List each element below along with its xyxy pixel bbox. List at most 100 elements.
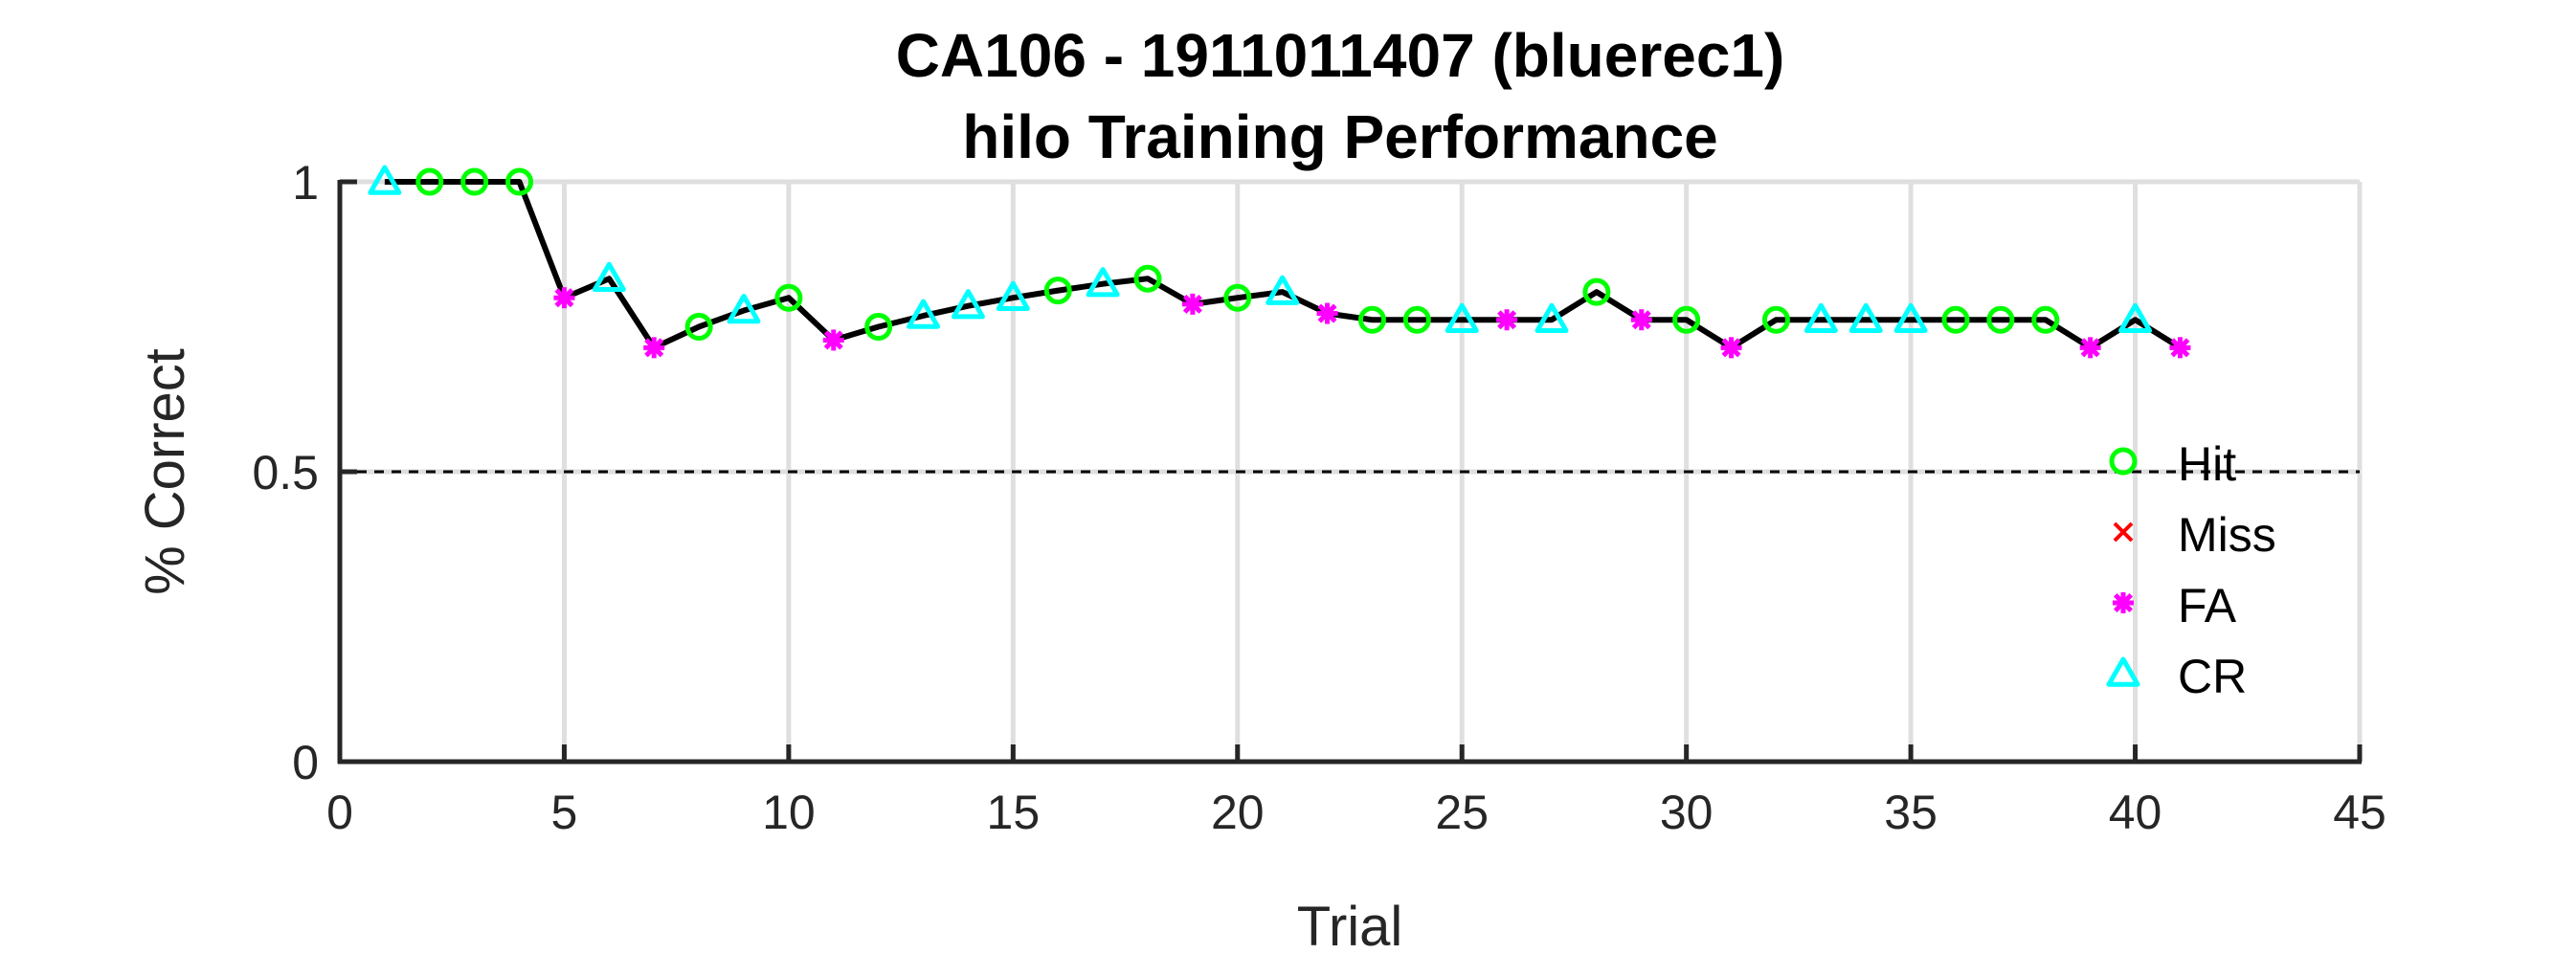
data-point-fa bbox=[822, 329, 844, 351]
fa-marker-stroke bbox=[2113, 592, 2134, 613]
legend-marker-cr bbox=[2106, 656, 2140, 687]
y-axis-label: % Correct bbox=[134, 348, 196, 595]
data-point-cr bbox=[1445, 302, 1479, 333]
data-point-hit bbox=[2031, 305, 2060, 334]
x-axis-label: Trial bbox=[1297, 896, 1403, 954]
plot-area: 0 5 10 15 20 25 30 35 40 45 00.51 bbox=[252, 156, 2386, 839]
legend-label-cr: CR bbox=[2178, 650, 2247, 703]
cr-marker-shape bbox=[1534, 302, 1569, 333]
data-point-hit bbox=[1941, 305, 1970, 334]
data-point-fa bbox=[1496, 309, 1518, 331]
cr-marker-shape bbox=[951, 289, 985, 320]
performance-line bbox=[384, 179, 2183, 351]
data-point-cr bbox=[1893, 302, 1928, 333]
hit-marker-shape bbox=[684, 313, 713, 341]
data-point-cr bbox=[1848, 302, 1883, 333]
fa-marker-stroke bbox=[644, 338, 664, 358]
hit-marker-shape bbox=[1223, 283, 1252, 312]
cr-marker-shape bbox=[1266, 275, 1300, 305]
data-point-fa bbox=[2079, 337, 2101, 359]
data-point-hit bbox=[1357, 305, 1386, 334]
x-tick-label: 10 bbox=[762, 786, 816, 839]
fa-marker-stroke bbox=[1721, 338, 1741, 358]
data-point-hit bbox=[1672, 305, 1701, 334]
data-point-cr bbox=[368, 165, 402, 195]
legend-label-miss: Miss bbox=[2178, 508, 2276, 562]
data-point-hit bbox=[1133, 264, 1162, 293]
y-tick-label: 0.5 bbox=[252, 446, 319, 499]
hit-marker-shape bbox=[1402, 305, 1431, 334]
x-tick-label: 20 bbox=[1211, 786, 1265, 839]
data-point-cr bbox=[1086, 267, 1120, 298]
data-point-hit bbox=[415, 167, 444, 196]
hit-marker-shape bbox=[1672, 305, 1701, 334]
legend-label-fa: FA bbox=[2178, 579, 2237, 632]
hit-marker-shape bbox=[1941, 305, 1970, 334]
data-point-cr bbox=[907, 299, 941, 329]
cr-marker-shape bbox=[1848, 302, 1883, 333]
chart-title-line-1: CA106 - 1911011407 (bluerec1) bbox=[896, 21, 1785, 90]
data-point-fa bbox=[1630, 309, 1652, 331]
cr-marker-shape bbox=[1893, 302, 1928, 333]
cr-marker-shape bbox=[368, 165, 402, 195]
fa-marker-stroke bbox=[823, 330, 843, 350]
x-tick-label: 25 bbox=[1435, 786, 1489, 839]
data-point-cr bbox=[1266, 275, 1300, 305]
data-point-hit bbox=[1402, 305, 1431, 334]
hit-marker-shape bbox=[2109, 447, 2138, 476]
data-point-cr bbox=[2118, 302, 2153, 333]
legend-marker-fa bbox=[2113, 592, 2134, 613]
legend-marker-hit bbox=[2109, 447, 2138, 476]
legend-marker-miss bbox=[2113, 521, 2134, 543]
miss-marker-stroke bbox=[2113, 521, 2134, 543]
data-point-fa bbox=[1181, 293, 1203, 315]
data-point-hit bbox=[1761, 305, 1790, 334]
cr-marker-shape bbox=[1086, 267, 1120, 298]
fa-marker-stroke bbox=[1631, 310, 1651, 330]
data-point-hit bbox=[1986, 305, 2015, 334]
hit-marker-shape bbox=[1761, 305, 1790, 334]
hit-marker-shape bbox=[1986, 305, 2015, 334]
data-point-cr bbox=[727, 294, 761, 324]
hit-marker-shape bbox=[2031, 305, 2060, 334]
data-point-hit bbox=[1043, 277, 1072, 305]
data-point-fa bbox=[643, 337, 665, 359]
fa-marker-stroke bbox=[1497, 310, 1517, 330]
chart-title-line-2: hilo Training Performance bbox=[962, 102, 1718, 171]
hit-marker-shape bbox=[1582, 277, 1611, 306]
hit-marker-shape bbox=[1133, 264, 1162, 293]
y-tick-label: 0 bbox=[292, 736, 319, 789]
data-point-hit bbox=[1223, 283, 1252, 312]
hit-marker-shape bbox=[505, 167, 534, 196]
fa-marker-stroke bbox=[554, 288, 574, 308]
x-tick-label: 45 bbox=[2333, 786, 2386, 839]
cr-marker-shape bbox=[592, 261, 626, 292]
x-tick-label: 40 bbox=[2109, 786, 2162, 839]
data-point-cr bbox=[1803, 302, 1838, 333]
cr-marker-shape bbox=[2106, 656, 2140, 687]
data-markers bbox=[368, 165, 2191, 359]
x-tick-label: 5 bbox=[551, 786, 578, 839]
hit-marker-shape bbox=[460, 167, 489, 196]
legend-label-hit: Hit bbox=[2178, 437, 2236, 491]
fa-marker-stroke bbox=[2080, 338, 2100, 358]
data-point-cr bbox=[951, 289, 985, 320]
cr-marker-shape bbox=[2118, 302, 2153, 333]
fa-marker-stroke bbox=[1182, 294, 1202, 314]
cr-marker-shape bbox=[727, 294, 761, 324]
data-point-cr bbox=[996, 280, 1030, 311]
data-point-fa bbox=[1316, 302, 1338, 324]
data-point-hit bbox=[774, 283, 803, 312]
data-point-hit bbox=[864, 313, 893, 341]
data-point-hit bbox=[684, 313, 713, 341]
data-point-fa bbox=[1720, 337, 1742, 359]
hit-marker-shape bbox=[774, 283, 803, 312]
hit-marker-shape bbox=[1043, 277, 1072, 305]
data-point-cr bbox=[592, 261, 626, 292]
data-point-hit bbox=[1582, 277, 1611, 306]
y-tick-label: 1 bbox=[292, 156, 319, 210]
cr-marker-shape bbox=[996, 280, 1030, 311]
hit-marker-shape bbox=[415, 167, 444, 196]
cr-marker-shape bbox=[1445, 302, 1479, 333]
